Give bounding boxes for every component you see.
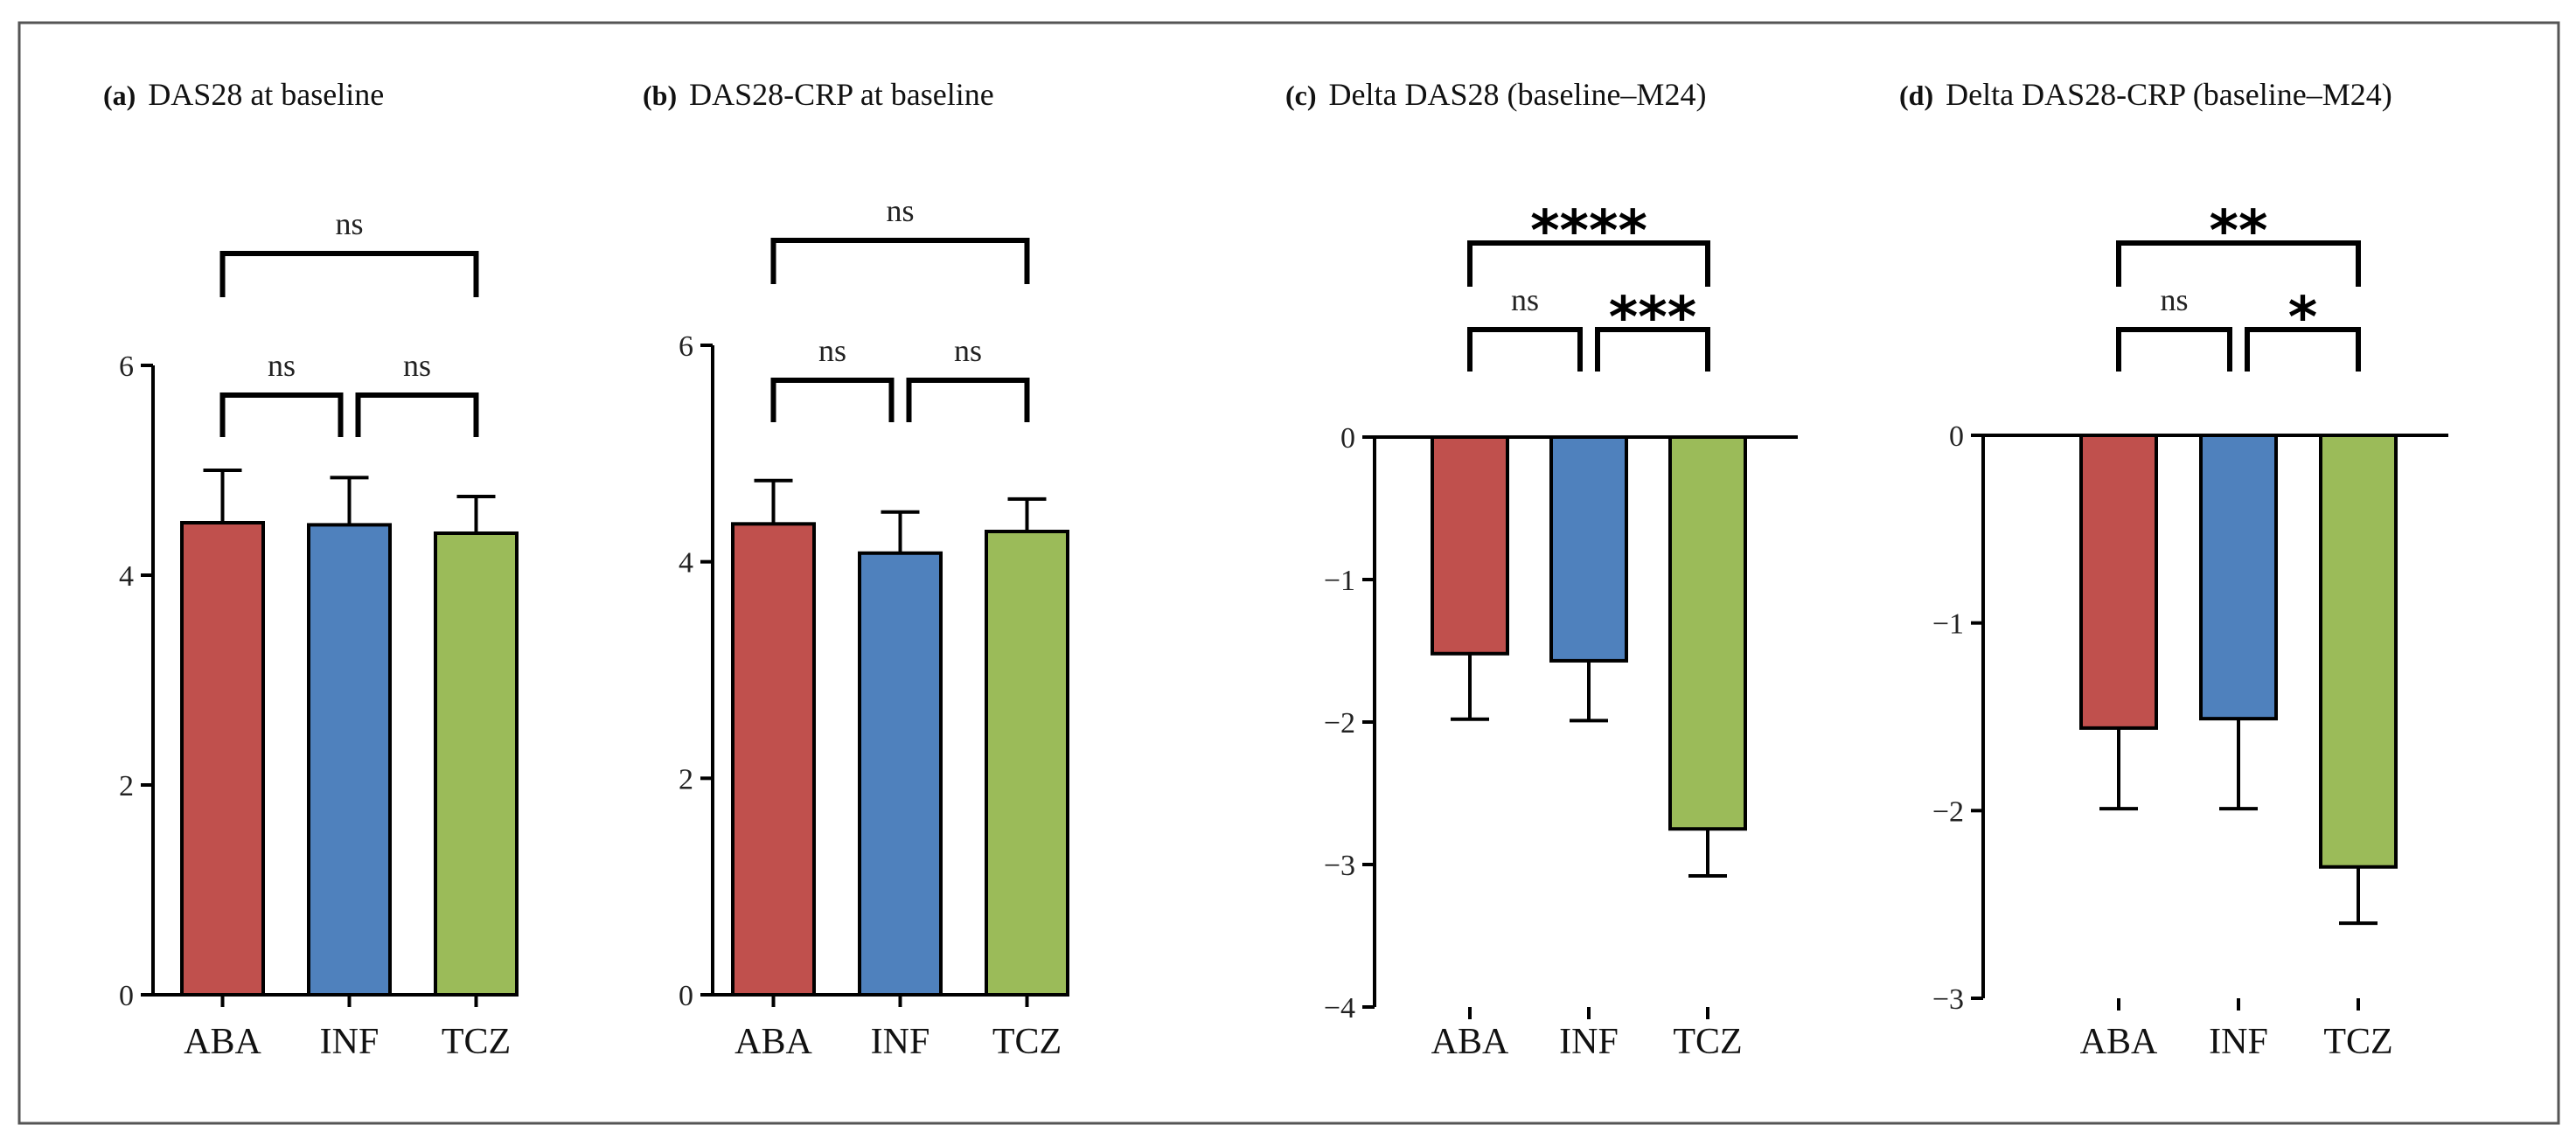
category-label-inf: INF: [1559, 1022, 1619, 1062]
panel-c-title: (c) Delta DAS28 (baseline–M24): [1285, 77, 1706, 112]
significance-label: **: [2210, 199, 2268, 264]
y-tick-label: 2: [119, 770, 134, 802]
significance-bracket: [2116, 327, 2232, 372]
significance-label: ***: [1609, 286, 1696, 351]
category-label-tcz: TCZ: [992, 1022, 1062, 1062]
significance-label: ns: [268, 348, 296, 383]
bar-aba: [2079, 434, 2158, 730]
panel-a-letter: (a): [103, 80, 136, 111]
significance-bracket: [355, 392, 479, 437]
panel-d: (d) Delta DAS28-CRP (baseline–M24) −3 −2 −…: [1899, 77, 2448, 1062]
bar-inf: [307, 523, 392, 997]
category-label-aba: ABA: [184, 1022, 261, 1062]
panel-c-title-text: Delta DAS28 (baseline–M24): [1329, 77, 1707, 112]
y-tick-label: −4: [1324, 992, 1355, 1024]
significance-bracket: [770, 378, 895, 422]
significance-bracket: [2116, 240, 2361, 287]
y-tick-label: −3: [1324, 850, 1355, 882]
panel-b-letter: (b): [643, 80, 677, 111]
significance-label: ns: [403, 348, 431, 383]
significance-bracket: [770, 238, 1030, 284]
significance-label: ns: [818, 333, 846, 368]
category-label-inf: INF: [2209, 1022, 2268, 1062]
category-label-inf: INF: [871, 1022, 930, 1062]
significance-bracket: [1595, 327, 1710, 372]
panel-d-title: (d) Delta DAS28-CRP (baseline–M24): [1899, 77, 2392, 112]
category-label-aba: ABA: [1431, 1022, 1509, 1062]
y-tick-label: −1: [1324, 565, 1355, 597]
bar-inf: [1549, 435, 1628, 663]
category-label-aba: ABA: [735, 1022, 812, 1062]
y-tick-label: −3: [1932, 983, 1964, 1016]
bar-tcz: [1668, 435, 1747, 831]
panel-a-title: (a) DAS28 at baseline: [103, 77, 384, 112]
panel-b-plot: 0 2 4 6 ABA INF TCZ ns ns ns: [679, 193, 1069, 1062]
y-tick-label: 0: [679, 980, 693, 1012]
significance-bracket: [219, 251, 479, 297]
significance-label: ns: [335, 206, 363, 241]
significance-label: ns: [2160, 282, 2188, 317]
panel-d-letter: (d): [1899, 80, 1933, 111]
y-tick-label: 6: [119, 351, 134, 383]
significance-label: ns: [1511, 282, 1539, 317]
bar-aba: [731, 522, 816, 997]
significance-bracket: [906, 378, 1030, 422]
panel-c-letter: (c): [1285, 80, 1317, 111]
panel-b-title: (b) DAS28-CRP at baseline: [643, 77, 994, 112]
significance-label: *: [2288, 286, 2317, 351]
bar-aba: [1431, 435, 1509, 656]
category-label-aba: ABA: [2080, 1022, 2158, 1062]
bar-tcz: [985, 529, 1069, 997]
y-tick-label: 4: [119, 560, 134, 593]
bar-tcz: [434, 531, 519, 997]
panel-a: (a) DAS28 at baseline 0 2 4 6 ABA INF TCZ ns ns n…: [103, 77, 519, 1062]
y-tick-label: 6: [679, 330, 693, 363]
bar-tcz: [2319, 434, 2398, 869]
significance-bracket: [1467, 240, 1710, 287]
figure-border: [17, 21, 2560, 1125]
category-label-tcz: TCZ: [2323, 1022, 2392, 1062]
bar-aba: [180, 521, 265, 997]
significance-bracket: [219, 392, 344, 437]
panel-d-title-text: Delta DAS28-CRP (baseline–M24): [1946, 77, 2392, 112]
panel-a-title-text: DAS28 at baseline: [148, 77, 384, 112]
category-label-tcz: TCZ: [442, 1022, 511, 1062]
category-label-inf: INF: [320, 1022, 379, 1062]
y-tick-label: 0: [119, 980, 134, 1012]
significance-bracket: [2245, 327, 2361, 372]
bar-inf: [2199, 434, 2278, 721]
y-tick-label: −2: [1324, 707, 1355, 740]
significance-label: ****: [1530, 199, 1647, 264]
y-tick-label: 0: [1340, 422, 1355, 455]
category-label-tcz: TCZ: [1673, 1022, 1742, 1062]
significance-bracket: [1467, 327, 1583, 372]
y-tick-label: 4: [679, 547, 693, 580]
significance-label: ns: [886, 193, 914, 228]
panel-b-title-text: DAS28-CRP at baseline: [689, 77, 994, 112]
y-tick-label: 0: [1949, 420, 1964, 453]
y-tick-label: 2: [679, 763, 693, 795]
bar-inf: [858, 551, 943, 997]
y-tick-label: −2: [1932, 795, 1964, 828]
panel-c: (c) Delta DAS28 (baseline–M24) −4 −3 −2 −1 0…: [1285, 77, 1798, 1062]
panel-a-plot: 0 2 4 6 ABA INF TCZ ns ns ns: [119, 206, 519, 1062]
panel-b: (b) DAS28-CRP at baseline 0 2 4 6 ABA INF TCZ n…: [643, 77, 1069, 1062]
y-tick-label: −1: [1932, 608, 1964, 641]
significance-label: ns: [954, 333, 982, 368]
